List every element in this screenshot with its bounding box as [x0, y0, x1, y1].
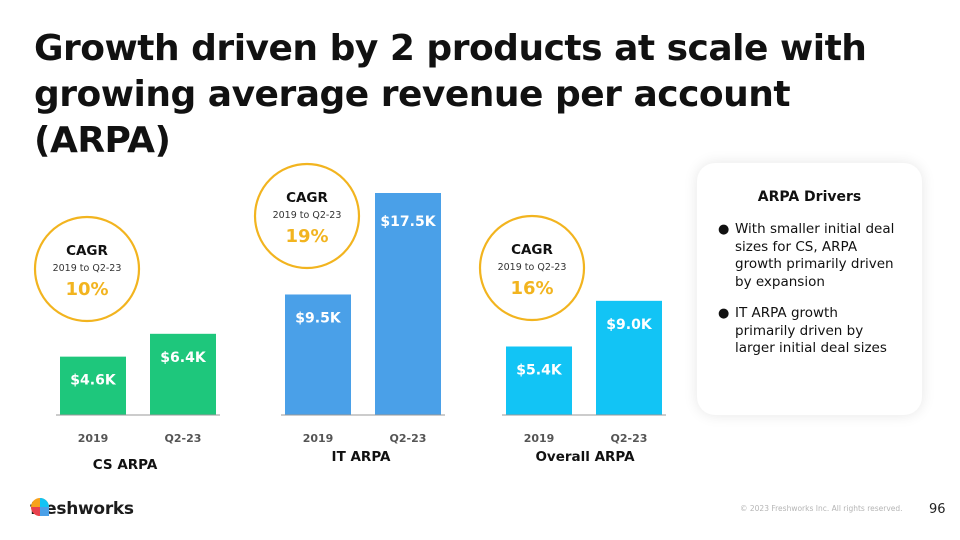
cagr-value: 10%: [65, 279, 108, 300]
driver-text: With smaller initial deal sizes for CS, …: [735, 221, 895, 290]
cagr-circle: [33, 215, 141, 323]
cagr-circle: [253, 162, 361, 270]
x-tick-label: Q2-23: [165, 432, 202, 445]
freshworks-logo-icon: [31, 498, 49, 516]
cagr-value: 19%: [285, 226, 328, 247]
bar-overall-arpa-1: [596, 300, 662, 415]
driver-item: ● IT ARPA growth primarily driven by larg…: [718, 305, 902, 358]
chart-title: Overall ARPA: [535, 449, 635, 465]
cagr-value: 16%: [510, 278, 553, 299]
chart-title: CS ARPA: [93, 457, 158, 473]
page-number: 96: [929, 502, 946, 517]
bar-value-label: $9.0K: [606, 317, 653, 333]
cagr-range: 2019 to Q2-23: [273, 210, 342, 221]
bar-it-arpa-1: [375, 193, 441, 415]
bar-value-label: $5.4K: [516, 362, 563, 378]
cagr-range: 2019 to Q2-23: [498, 262, 567, 273]
bar-it-arpa-0: [285, 294, 351, 415]
cagr-range: 2019 to Q2-23: [53, 263, 122, 274]
x-tick-label: Q2-23: [390, 432, 427, 445]
x-tick-label: 2019: [303, 432, 334, 445]
x-tick-label: 2019: [524, 432, 555, 445]
logo-text: freshworks: [30, 499, 134, 519]
copyright-text: © 2023 Freshworks Inc. All rights reserv…: [740, 504, 903, 513]
cagr-circle: [478, 214, 586, 322]
arpa-charts-panel: $4.6K 2019 $6.4K Q2-23 CS ARPA CAGR 2019 to Q2…: [28, 162, 688, 485]
x-tick-label: 2019: [78, 432, 109, 445]
drivers-title: ARPA Drivers: [757, 189, 862, 205]
bar-cs-arpa-1: [150, 333, 216, 415]
cagr-label: CAGR: [66, 243, 108, 259]
driver-text: IT ARPA growth primarily driven by large…: [735, 305, 887, 356]
cagr-label: CAGR: [286, 190, 328, 206]
bar-value-label: $17.5K: [380, 214, 436, 230]
drivers-list: ● With smaller initial deal sizes for CS,…: [717, 221, 902, 358]
bar-value-label: $4.6K: [70, 373, 117, 389]
chart-title: IT ARPA: [332, 449, 391, 465]
x-tick-label: Q2-23: [611, 432, 648, 445]
bullet-icon: ●: [718, 222, 730, 237]
bullet-icon: ●: [718, 306, 730, 321]
bar-cs-arpa-0: [60, 356, 126, 415]
slide-title: Growth driven by 2 products at scale wit…: [34, 28, 867, 161]
cagr-label: CAGR: [511, 242, 553, 258]
driver-item: ● With smaller initial deal sizes for CS,…: [718, 221, 902, 291]
freshworks-logo: freshworks: [30, 497, 134, 521]
bar-value-label: $9.5K: [295, 310, 342, 326]
arpa-charts: $4.6K 2019 $6.4K Q2-23 CS ARPA CAGR 2019 to Q2…: [33, 162, 666, 473]
bar-overall-arpa-0: [506, 346, 572, 415]
arpa-drivers-card: ARPA Drivers ● With smaller initial deal …: [697, 163, 922, 415]
bar-value-label: $6.4K: [160, 350, 207, 366]
